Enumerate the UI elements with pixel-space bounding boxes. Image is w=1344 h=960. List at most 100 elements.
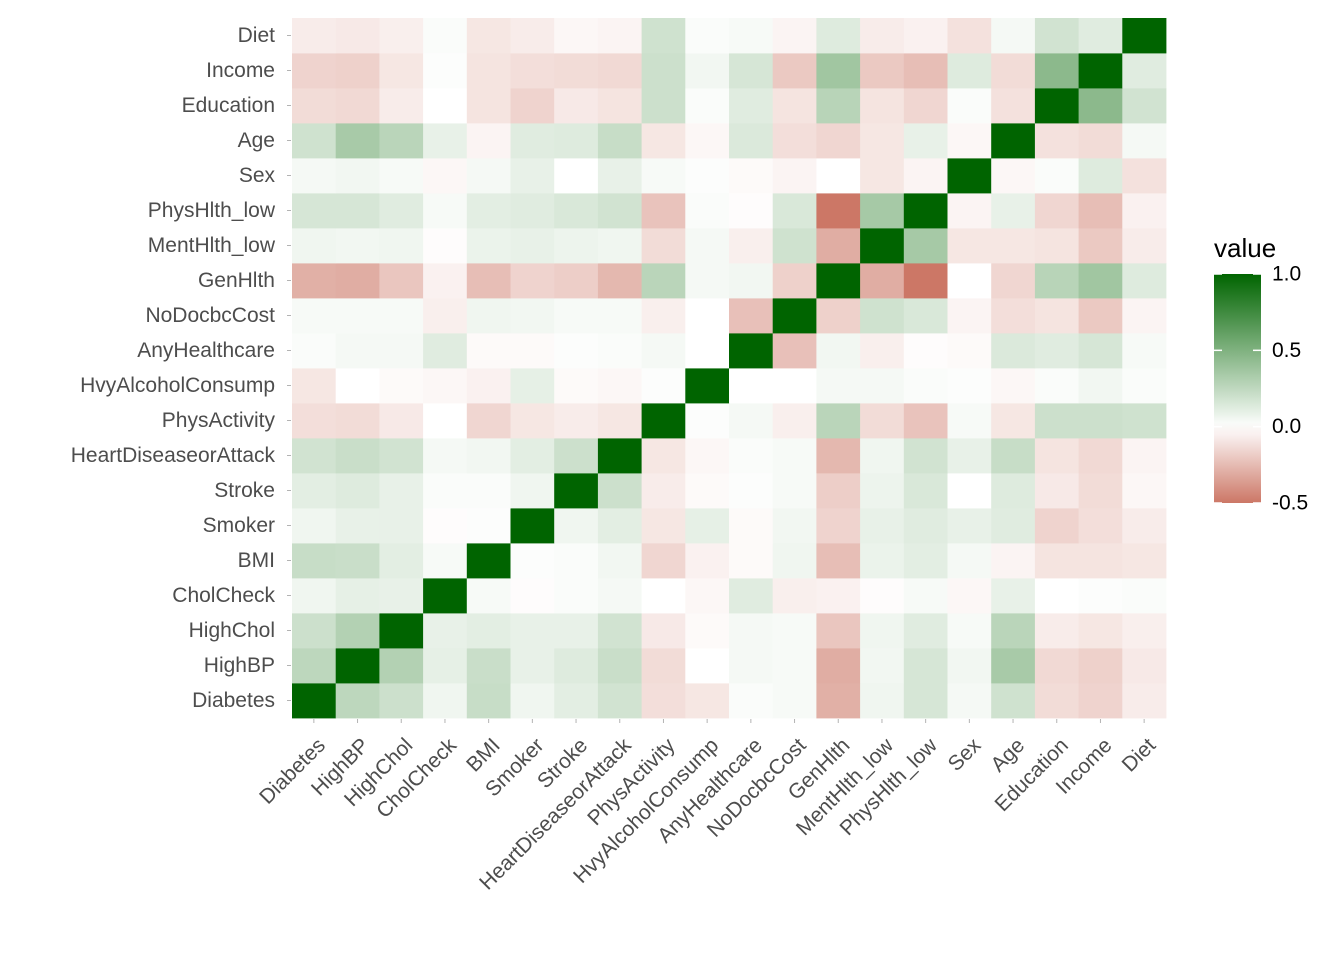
heatmap-cell-Smoker-Diabetes — [292, 508, 337, 544]
heatmap-cell-HighBP-BMI — [466, 648, 511, 684]
heatmap-cell-Sex-CholCheck — [423, 158, 468, 194]
heatmap-cell-PhysHlth_low-MentHlth_low — [860, 193, 905, 229]
heatmap-cell-Education-Diet — [1122, 88, 1167, 124]
heatmap-cell-Diet-HeartDiseaseorAttack — [597, 18, 642, 54]
heatmap-cell-BMI-PhysActivity — [641, 543, 686, 579]
heatmap-cell-GenHlth-MentHlth_low — [860, 263, 905, 299]
heatmap-cell-CholCheck-Smoker — [510, 578, 555, 614]
heatmap-cell-HvyAlcoholConsump-Smoker — [510, 368, 555, 404]
heatmap-cell-NoDocbcCost-Income — [1078, 298, 1123, 334]
heatmap-cell-GenHlth-AnyHealthcare — [729, 263, 774, 299]
heatmap-cell-HighChol-CholCheck — [423, 613, 468, 649]
heatmap-cell-Diabetes-PhysActivity — [641, 683, 686, 719]
heatmap-cell-NoDocbcCost-HighChol — [379, 298, 424, 334]
y-tick-label-AnyHealthcare: AnyHealthcare — [137, 339, 275, 362]
heatmap-cell-Stroke-Age — [991, 473, 1036, 509]
heatmap-cell-PhysActivity-Education — [1034, 403, 1079, 439]
heatmap-cell-Smoker-NoDocbcCost — [772, 508, 817, 544]
heatmap-cell-MentHlth_low-Diet — [1122, 228, 1167, 264]
heatmap-cell-Diet-BMI — [466, 18, 511, 54]
heatmap-cell-HighBP-CholCheck — [423, 648, 468, 684]
heatmap-cell-PhysActivity-HighBP — [335, 403, 380, 439]
heatmap-cell-Education-MentHlth_low — [860, 88, 905, 124]
heatmap-cell-HeartDiseaseorAttack-Stroke — [554, 438, 599, 474]
heatmap-cell-Sex-Diet — [1122, 158, 1167, 194]
heatmap-cell-Diet-Age — [991, 18, 1036, 54]
heatmap-cell-BMI-Age — [991, 543, 1036, 579]
heatmap-cell-MentHlth_low-CholCheck — [423, 228, 468, 264]
heatmap-cell-Education-CholCheck — [423, 88, 468, 124]
heatmap-cell-AnyHealthcare-BMI — [466, 333, 511, 369]
heatmap-cell-AnyHealthcare-NoDocbcCost — [772, 333, 817, 369]
heatmap-cell-HighBP-Diet — [1122, 648, 1167, 684]
heatmap-cell-HeartDiseaseorAttack-AnyHealthcare — [729, 438, 774, 474]
heatmap-cell-Income-Stroke — [554, 53, 599, 89]
heatmap-cell-CholCheck-HvyAlcoholConsump — [685, 578, 730, 614]
heatmap-cell-GenHlth-HeartDiseaseorAttack — [597, 263, 642, 299]
heatmap-cell-Diet-PhysHlth_low — [903, 18, 948, 54]
heatmap-cell-Income-HvyAlcoholConsump — [685, 53, 730, 89]
heatmap-cell-NoDocbcCost-HighBP — [335, 298, 380, 334]
heatmap-cell-HighBP-HighChol — [379, 648, 424, 684]
heatmap-cell-CholCheck-NoDocbcCost — [772, 578, 817, 614]
heatmap-cell-CholCheck-Sex — [947, 578, 992, 614]
heatmap-cell-HighChol-BMI — [466, 613, 511, 649]
heatmap-cell-Income-PhysHlth_low — [903, 53, 948, 89]
heatmap-cell-GenHlth-BMI — [466, 263, 511, 299]
heatmap-cell-HighChol-Sex — [947, 613, 992, 649]
heatmap-cell-Diet-Stroke — [554, 18, 599, 54]
heatmap-cell-Education-Age — [991, 88, 1036, 124]
legend-title: value — [1214, 233, 1276, 263]
heatmap-cell-HighChol-PhysActivity — [641, 613, 686, 649]
heatmap-cell-Sex-Income — [1078, 158, 1123, 194]
heatmap-cell-GenHlth-Age — [991, 263, 1036, 299]
heatmap-cell-Income-HighChol — [379, 53, 424, 89]
heatmap-cell-HeartDiseaseorAttack-Diabetes — [292, 438, 337, 474]
heatmap-cell-HeartDiseaseorAttack-NoDocbcCost — [772, 438, 817, 474]
heatmap-cell-CholCheck-Diabetes — [292, 578, 337, 614]
heatmap-cell-Diet-Diet — [1122, 18, 1167, 54]
heatmap-cell-MentHlth_low-HighChol — [379, 228, 424, 264]
heatmap-cell-Education-PhysHlth_low — [903, 88, 948, 124]
heatmap-cell-Diabetes-NoDocbcCost — [772, 683, 817, 719]
heatmap-cell-PhysHlth_low-Age — [991, 193, 1036, 229]
heatmap-cell-Education-PhysActivity — [641, 88, 686, 124]
heatmap-cell-Smoker-AnyHealthcare — [729, 508, 774, 544]
heatmap-cell-Stroke-CholCheck — [423, 473, 468, 509]
heatmap-cell-MentHlth_low-HeartDiseaseorAttack — [597, 228, 642, 264]
heatmap-cell-PhysActivity-NoDocbcCost — [772, 403, 817, 439]
heatmap-cell-HighChol-AnyHealthcare — [729, 613, 774, 649]
heatmap-cell-GenHlth-Diabetes — [292, 263, 337, 299]
heatmap-cell-Diabetes-PhysHlth_low — [903, 683, 948, 719]
x-tick-label-Sex: Sex — [944, 734, 986, 776]
heatmap-cell-Education-Smoker — [510, 88, 555, 124]
heatmap-cell-HighChol-HighChol — [379, 613, 424, 649]
heatmap-cell-Sex-AnyHealthcare — [729, 158, 774, 194]
heatmap-cell-Diabetes-Diabetes — [292, 683, 337, 719]
heatmap-cell-HvyAlcoholConsump-BMI — [466, 368, 511, 404]
heatmap-cell-BMI-PhysHlth_low — [903, 543, 948, 579]
heatmap-cell-NoDocbcCost-Diet — [1122, 298, 1167, 334]
heatmap-cell-Diabetes-HeartDiseaseorAttack — [597, 683, 642, 719]
heatmap-cell-Diabetes-Diet — [1122, 683, 1167, 719]
heatmap-cell-AnyHealthcare-HvyAlcoholConsump — [685, 333, 730, 369]
heatmap-cell-Education-HvyAlcoholConsump — [685, 88, 730, 124]
heatmap-cell-PhysHlth_low-Education — [1034, 193, 1079, 229]
heatmap-cell-NoDocbcCost-NoDocbcCost — [772, 298, 817, 334]
heatmap-cell-PhysActivity-AnyHealthcare — [729, 403, 774, 439]
heatmap-cell-Diet-GenHlth — [816, 18, 861, 54]
heatmap-cell-Income-PhysActivity — [641, 53, 686, 89]
heatmap-cell-Stroke-BMI — [466, 473, 511, 509]
heatmap-cell-CholCheck-Stroke — [554, 578, 599, 614]
heatmap-cell-Smoker-Sex — [947, 508, 992, 544]
heatmap-cell-Education-HighBP — [335, 88, 380, 124]
heatmap-cell-Smoker-HighChol — [379, 508, 424, 544]
heatmap-cell-Stroke-Stroke — [554, 473, 599, 509]
legend-tick-label: -0.5 — [1272, 492, 1308, 515]
heatmap-cell-NoDocbcCost-AnyHealthcare — [729, 298, 774, 334]
heatmap-cell-Education-GenHlth — [816, 88, 861, 124]
heatmap-cell-AnyHealthcare-PhysHlth_low — [903, 333, 948, 369]
heatmap-cell-Smoker-Age — [991, 508, 1036, 544]
